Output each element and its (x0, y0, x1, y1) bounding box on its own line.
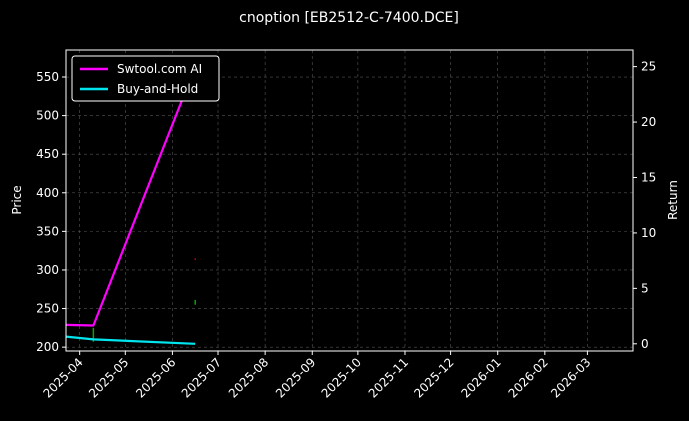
legend-box (71, 55, 220, 102)
series-line-swtool (65, 66, 197, 327)
y-left-tick-label: 450 (36, 147, 59, 161)
series-line-buy-and-hold (65, 335, 196, 345)
y-right-tick-label: 25 (641, 60, 656, 74)
series-lines (65, 66, 197, 345)
y-left-tick-label: 200 (36, 340, 59, 354)
y-axis-right-label: Return (666, 180, 680, 220)
y-left-tick-label: 550 (36, 70, 59, 84)
legend-label-swtool: Swtool.com AI (117, 62, 202, 76)
y-left-tick-label: 300 (36, 263, 59, 277)
y-right-tick-label: 10 (641, 226, 656, 240)
legend: Swtool.com AI Buy-and-Hold (71, 55, 220, 102)
legend-label-buy-and-hold: Buy-and-Hold (117, 82, 198, 96)
y-left-tick-label: 250 (36, 302, 59, 316)
y-axis-right: 0 5 10 15 20 25 (633, 60, 656, 351)
y-right-tick-label: 5 (641, 281, 649, 295)
chart-title: cnoption [EB2512-C-7400.DCE] (239, 10, 459, 26)
plot-frame (65, 49, 634, 352)
y-left-tick-label: 500 (36, 109, 59, 123)
y-axis-left-label: Price (10, 185, 24, 214)
y-right-tick-label: 20 (641, 115, 656, 129)
y-right-tick-label: 15 (641, 170, 656, 184)
y-left-tick-label: 400 (36, 186, 59, 200)
y-right-tick-label: 0 (641, 337, 649, 351)
y-left-tick-label: 350 (36, 224, 59, 238)
y-axis-left: 200 250 300 350 400 450 500 550 (36, 70, 66, 354)
